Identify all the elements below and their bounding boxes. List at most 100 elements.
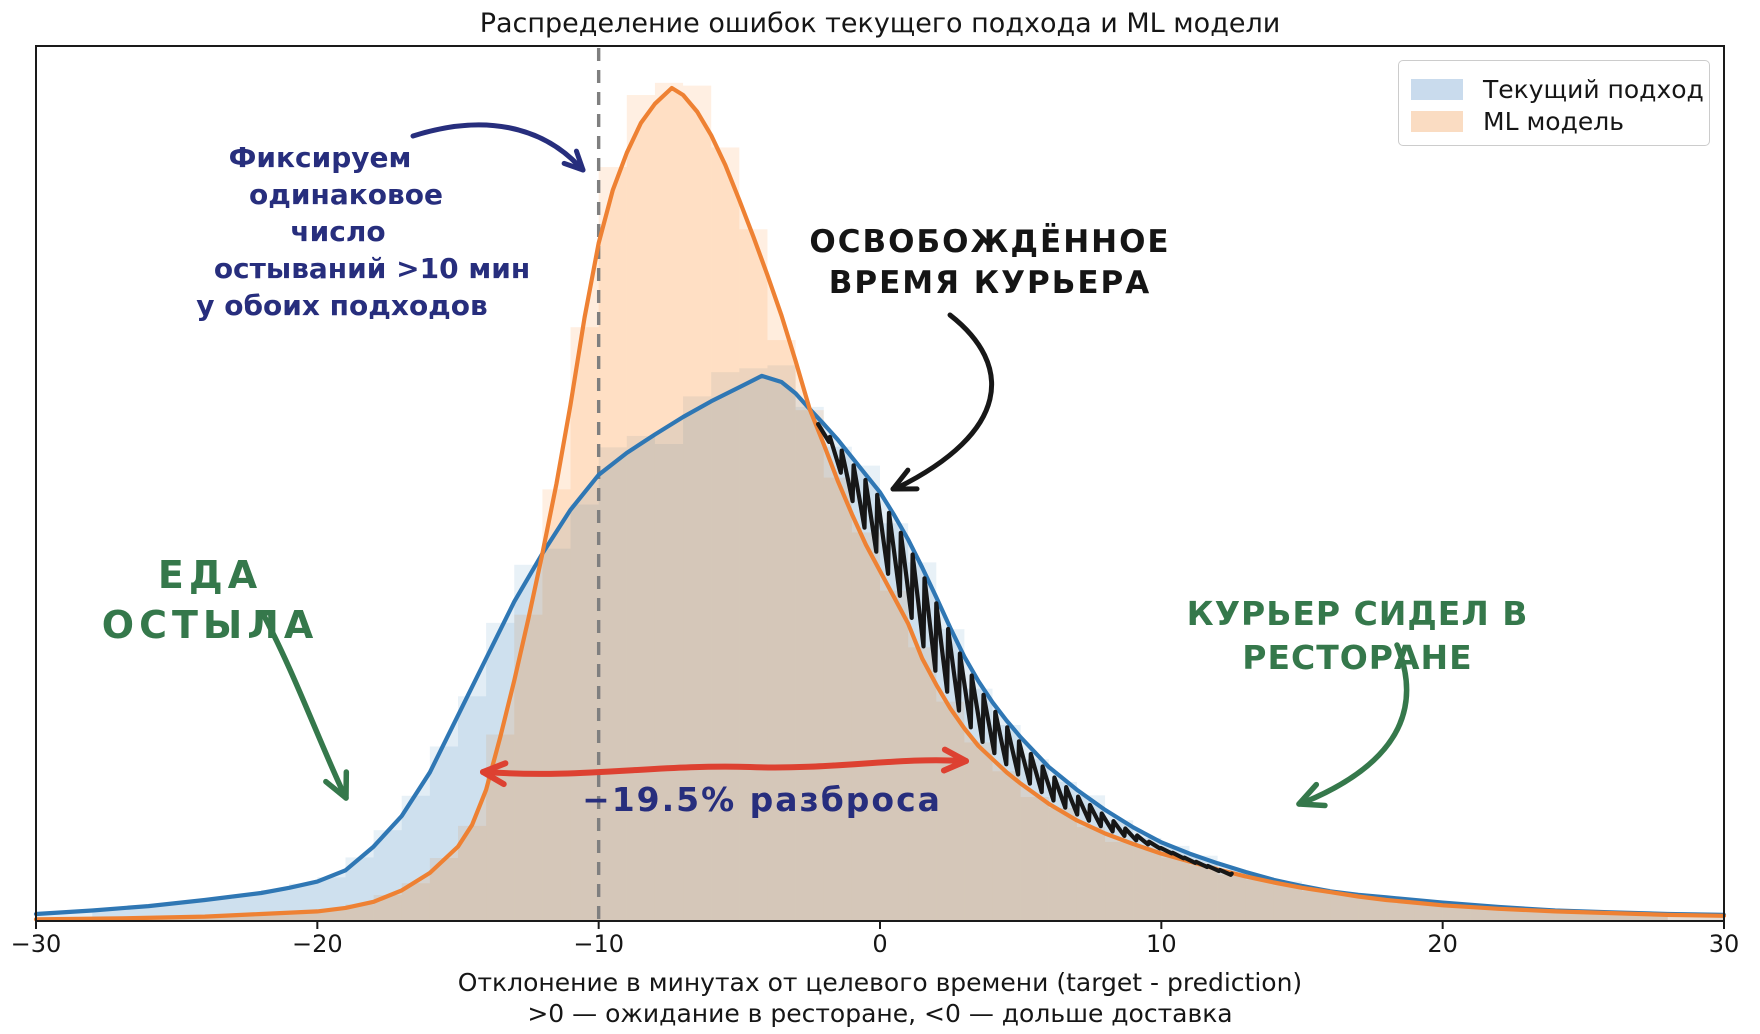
hist-bar-ml bbox=[767, 340, 796, 921]
hist-bar-ml bbox=[1020, 796, 1049, 921]
annotation-fixed-coolings-note: Фиксируем одинаковое число остываний >10 ми… bbox=[160, 140, 530, 325]
hist-bar-ml bbox=[1555, 911, 1584, 921]
hist-bar-current bbox=[373, 830, 402, 921]
annotation-line: число bbox=[290, 214, 386, 248]
chart-title: Распределение ошибок текущего подхода и … bbox=[479, 8, 1281, 39]
hist-bar-ml bbox=[1217, 874, 1246, 921]
hist-bar-current bbox=[542, 548, 571, 921]
hist-bar-ml bbox=[1133, 846, 1162, 921]
arrowhead bbox=[940, 758, 969, 774]
hist-bar-current bbox=[429, 746, 458, 921]
annotation-freed-courier-time: ОСВОБОЖДЁННОЕ ВРЕМЯ КУРЬЕРА bbox=[790, 222, 1190, 304]
arrowhead bbox=[1296, 801, 1328, 809]
annotation-line: ОСВОБОЖДЁННОЕ bbox=[809, 224, 1171, 260]
hist-bar-current bbox=[1639, 913, 1668, 921]
hist-bar-ml bbox=[795, 410, 824, 921]
hist-bar-current bbox=[739, 368, 768, 921]
hist-bar-ml bbox=[289, 912, 318, 921]
arrow-courier-sat bbox=[1302, 642, 1410, 805]
hist-bar-ml bbox=[1611, 913, 1640, 921]
hist-bar-ml bbox=[1105, 841, 1134, 921]
hist-bar-ml bbox=[654, 82, 684, 922]
hist-bar-ml bbox=[570, 327, 599, 921]
hist-bar-ml bbox=[345, 904, 374, 921]
hist-bar-ml bbox=[204, 916, 233, 921]
hist-bar-current bbox=[458, 696, 487, 921]
hatch-scribble-freed-time bbox=[816, 422, 1234, 877]
arrowhead bbox=[573, 148, 586, 173]
legend: Текущий подход ML модель bbox=[1398, 60, 1710, 146]
arrowhead bbox=[1296, 781, 1320, 807]
annotation-courier-sat-in-restaurant: КУРЬЕР СИДЕЛ В РЕСТОРАНЕ bbox=[1186, 594, 1529, 677]
hist-bar-current bbox=[1217, 869, 1246, 921]
legend-item-current: Текущий подход bbox=[1411, 73, 1709, 105]
hist-bar-current bbox=[1302, 888, 1331, 921]
legend-label-current: Текущий подход bbox=[1483, 74, 1704, 104]
legend-item-ml: ML модель bbox=[1411, 105, 1709, 137]
hist-bar-current bbox=[1583, 911, 1612, 921]
hist-bar-current bbox=[1555, 911, 1584, 921]
hist-bar-ml bbox=[936, 701, 965, 921]
hist-bar-ml bbox=[683, 85, 712, 922]
hist-bar-current bbox=[823, 446, 852, 921]
hist-bar-ml bbox=[598, 167, 627, 921]
hist-bar-current bbox=[683, 396, 712, 921]
arrow-food-cold bbox=[260, 611, 346, 795]
hist-bar-current bbox=[880, 523, 909, 921]
hist-bar-ml bbox=[1161, 857, 1190, 921]
hist-bar-current bbox=[767, 365, 796, 921]
x-tick-label: −10 bbox=[573, 930, 624, 958]
annotation-line: у обоих подходов bbox=[196, 288, 488, 322]
hist-bar-ml bbox=[1527, 910, 1556, 921]
x-axis-label-line1: Отклонение в минутах от целевого времени… bbox=[457, 968, 1303, 997]
hist-bar-ml bbox=[1583, 912, 1612, 921]
arrow-spread-range bbox=[484, 757, 965, 777]
x-tick-label: −20 bbox=[292, 930, 343, 958]
hist-bar-ml bbox=[1330, 894, 1359, 921]
hist-bar-ml bbox=[964, 742, 993, 921]
hist-bar-current bbox=[289, 883, 318, 921]
arrowhead bbox=[323, 778, 349, 801]
hist-bar-current bbox=[570, 504, 599, 921]
hist-bar-current bbox=[1611, 912, 1640, 921]
x-axis-label-line2: >0 — ожидание в ресторане, <0 — дольше д… bbox=[527, 999, 1233, 1028]
hist-bar-current bbox=[317, 877, 346, 921]
annotation-food-got-cold: ЕДА ОСТЫЛА bbox=[101, 553, 319, 648]
legend-swatch-current bbox=[1411, 78, 1463, 100]
hist-bar-current bbox=[795, 406, 824, 921]
hist-bar-current bbox=[401, 795, 430, 921]
hist-bar-ml bbox=[851, 532, 880, 921]
hist-bar-ml bbox=[823, 477, 852, 921]
hist-bar-current bbox=[711, 372, 740, 922]
hist-bar-ml bbox=[261, 913, 290, 921]
hist-bar-ml bbox=[1470, 907, 1499, 921]
hist-bar-ml bbox=[711, 147, 740, 921]
hist-bar-ml bbox=[1442, 906, 1471, 921]
hist-bar-ml bbox=[1414, 904, 1443, 921]
x-tick-label: 30 bbox=[1708, 930, 1740, 958]
arrow-note-to-line bbox=[410, 122, 582, 169]
x-tick-label: −30 bbox=[10, 930, 62, 958]
x-tick-label: 10 bbox=[1146, 930, 1177, 958]
kde-line-ml bbox=[33, 85, 1727, 922]
hist-bar-ml bbox=[1189, 865, 1218, 921]
annotation-line: остываний >10 мин bbox=[213, 251, 531, 285]
hist-bar-current bbox=[654, 444, 684, 921]
hist-bar-ml bbox=[232, 914, 262, 921]
hist-bar-ml bbox=[1358, 897, 1387, 921]
hist-bar-current bbox=[1527, 909, 1556, 921]
hist-bar-ml bbox=[1245, 879, 1274, 921]
hist-bar-ml bbox=[1498, 909, 1528, 921]
hist-bar-ml bbox=[317, 909, 346, 921]
hist-bar-current bbox=[598, 447, 627, 921]
arrowhead bbox=[941, 746, 969, 764]
hist-bar-ml bbox=[1273, 885, 1302, 921]
annotation-line: Фиксируем bbox=[228, 141, 412, 174]
hist-bar-ml bbox=[1639, 914, 1668, 921]
hist-bar-ml bbox=[739, 229, 768, 922]
arrowhead bbox=[480, 769, 507, 788]
annotation-line: ВРЕМЯ КУРЬЕРА bbox=[828, 264, 1152, 301]
hist-bar-ml bbox=[1302, 891, 1331, 921]
